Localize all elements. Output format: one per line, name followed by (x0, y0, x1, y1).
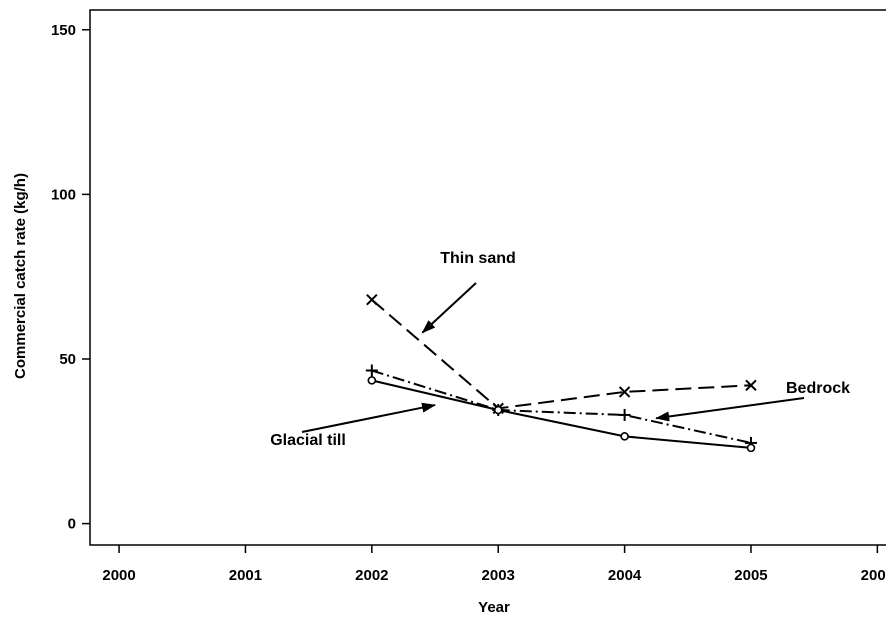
x-tick-label: 2002 (355, 567, 388, 584)
y-axis: 0 50 100 150 (51, 22, 90, 533)
y-tick-label: 0 (68, 516, 76, 533)
data-point-thin-sand (618, 386, 631, 398)
x-tick-label: 2003 (482, 567, 515, 584)
annotation-layer: Thin sand Bedrock Glacial till (270, 250, 850, 449)
series-line-bedrock (371, 369, 752, 444)
data-point-thin-sand (745, 379, 757, 392)
series-line-glacial-till (371, 379, 752, 449)
series-layer (365, 294, 757, 453)
annotation-label-glacial-till: Glacial till (270, 432, 346, 449)
annotation-arrow-glacial-till (301, 402, 437, 433)
y-tick-label: 150 (51, 22, 76, 39)
x-tick-label: 2005 (734, 567, 767, 584)
data-point-glacial-till (620, 432, 629, 441)
plot-frame (89, 9, 886, 546)
data-point-thin-sand (366, 294, 378, 306)
annotation-arrow-thin-sand (421, 282, 477, 334)
annotation-arrow-bedrock (655, 397, 805, 422)
y-axis-title: Commercial catch rate (kg/h) (12, 173, 29, 379)
x-tick-label: 2006 (861, 567, 886, 584)
x-axis-title: Year (478, 599, 510, 616)
annotation-label-bedrock: Bedrock (786, 380, 850, 397)
data-point-glacial-till (746, 443, 756, 453)
y-tick-label: 100 (51, 186, 76, 203)
data-point-bedrock (618, 408, 631, 421)
series-glacial-till (367, 376, 756, 453)
data-point-glacial-till (493, 405, 503, 415)
y-tick-label: 50 (59, 351, 76, 368)
data-point-glacial-till (367, 376, 377, 385)
x-tick-label: 2004 (608, 567, 642, 584)
annotation-label-thin-sand: Thin sand (440, 250, 516, 267)
x-tick-label: 2000 (102, 567, 135, 584)
x-tick-label: 2001 (229, 567, 262, 584)
x-axis: 2000 2001 2002 2003 2004 2005 2006 (102, 545, 886, 584)
data-point-bedrock (365, 364, 378, 377)
series-thin-sand (366, 294, 757, 415)
series-line-thin-sand (371, 298, 752, 410)
